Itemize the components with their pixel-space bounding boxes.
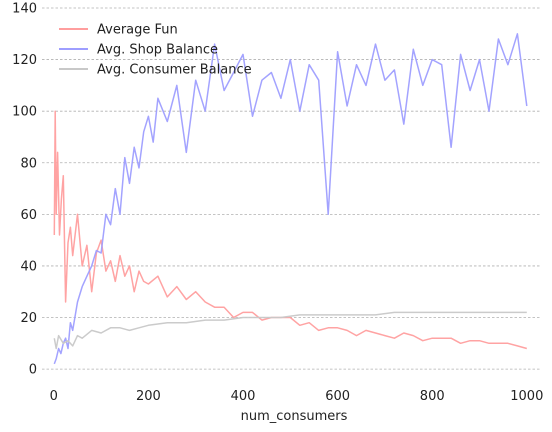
- series-lines: [53, 33, 528, 365]
- x-tick-label: 600: [325, 389, 350, 404]
- x-tick-label: 400: [231, 389, 256, 404]
- x-axis-title: num_consumers: [241, 409, 348, 424]
- legend-label-avg-shop-balance: Avg. Shop Balance: [97, 43, 218, 58]
- tick-labels: 0 20 40 60 80 100 120 140 0 200 400 600 800 1000: [12, 2, 543, 405]
- x-tick-label: 800: [420, 389, 445, 404]
- x-tick-label: 1000: [510, 389, 543, 404]
- series-line-avg-shop-balance: [53, 33, 528, 365]
- y-tick-label: 60: [20, 208, 37, 223]
- legend-label-avg-consumer-balance: Avg. Consumer Balance: [97, 63, 252, 78]
- y-tick-label: 140: [12, 2, 37, 17]
- legend-label-average-fun: Average Fun: [97, 23, 178, 38]
- y-tick-label: 20: [20, 311, 37, 326]
- y-tick-label: 40: [20, 259, 37, 274]
- x-tick-label: 200: [136, 389, 161, 404]
- y-tick-label: 0: [29, 363, 37, 378]
- series-line-average-fun: [53, 110, 527, 350]
- y-tick-label: 120: [12, 53, 37, 68]
- y-tick-label: 100: [12, 105, 37, 120]
- y-tick-label: 80: [20, 156, 37, 171]
- x-tick-label: 0: [50, 389, 58, 404]
- legend: Average Fun Avg. Shop Balance Avg. Consume…: [59, 23, 252, 78]
- series-line-avg-consumer-balance: [53, 311, 527, 350]
